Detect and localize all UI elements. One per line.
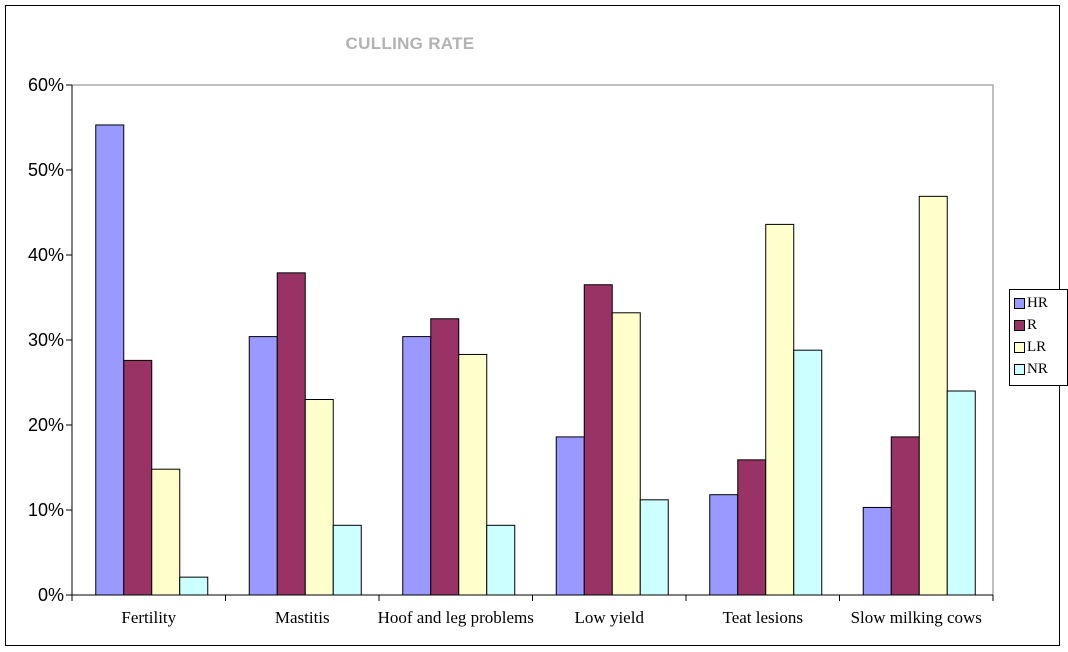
legend-label-nr: NR (1027, 361, 1048, 377)
bar-hr-3 (555, 436, 585, 596)
y-tick-label: 30% (28, 330, 64, 350)
legend-swatch-lr (1014, 341, 1025, 353)
bar-r-3 (583, 284, 613, 596)
bar-lr-3 (611, 312, 641, 596)
bar-lr-1 (304, 399, 334, 596)
bar-r-2 (430, 318, 460, 596)
y-tick-label: 50% (28, 160, 64, 180)
y-tick-label: 0% (38, 585, 64, 605)
x-tick-label: Low yield (575, 608, 645, 627)
bar-hr-0 (95, 124, 125, 596)
legend-label-hr: HR (1027, 295, 1048, 311)
bar-lr-5 (918, 195, 948, 596)
bar-hr-5 (862, 506, 892, 596)
legend-item-nr: NR (1014, 360, 1048, 378)
x-tick-label: Teat lesions (723, 608, 803, 627)
x-tick-label: Mastitis (275, 608, 330, 627)
bar-hr-1 (248, 336, 278, 596)
bar-nr-0 (179, 576, 209, 596)
x-tick-label: Slow milking cows (851, 608, 982, 627)
legend-label-lr: LR (1027, 339, 1047, 355)
x-tick-label: Hoof and leg problems (378, 608, 534, 627)
legend-item-r: R (1014, 316, 1037, 334)
legend-swatch-r (1014, 319, 1025, 331)
legend-swatch-hr (1014, 297, 1025, 309)
bar-r-0 (123, 359, 153, 596)
bar-nr-3 (639, 499, 669, 596)
bar-lr-0 (151, 468, 181, 596)
legend-item-lr: LR (1014, 338, 1046, 356)
bar-r-5 (890, 436, 920, 596)
y-tick-label: 10% (28, 500, 64, 520)
bar-nr-1 (332, 524, 362, 596)
bar-r-1 (276, 272, 306, 596)
legend-label-r: R (1027, 317, 1038, 333)
bar-nr-2 (486, 524, 516, 596)
x-axis: Fertility Mastitis Hoof and leg problems Lo… (71, 594, 994, 627)
bar-r-4 (737, 459, 767, 596)
bar-lr-4 (765, 223, 795, 596)
bar-hr-2 (402, 336, 432, 596)
legend-swatch-nr (1014, 363, 1025, 375)
y-tick-label: 60% (28, 75, 64, 95)
bar-nr-4 (793, 349, 823, 596)
chart-title: CULLING RATE (345, 34, 475, 53)
legend: HR R LR NR (1009, 289, 1068, 386)
y-axis: 0% 10% 20% 30% 40% 50% 60% (28, 75, 73, 605)
legend-item-hr: HR (1014, 294, 1048, 312)
bars (95, 124, 976, 596)
plot-area (71, 84, 994, 596)
y-tick-label: 20% (28, 415, 64, 435)
y-tick-label: 40% (28, 245, 64, 265)
bar-nr-5 (946, 390, 976, 596)
bar-lr-2 (458, 353, 488, 596)
bar-hr-4 (709, 494, 739, 596)
x-tick-label: Fertility (121, 608, 176, 627)
